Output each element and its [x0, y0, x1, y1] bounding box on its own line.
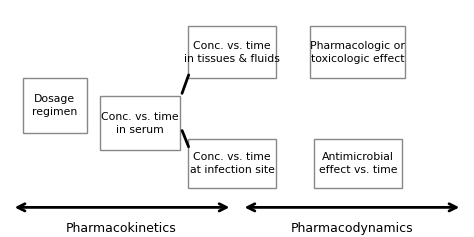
Text: Pharmacologic or
toxicologic effect: Pharmacologic or toxicologic effect	[310, 41, 405, 64]
FancyBboxPatch shape	[310, 26, 405, 78]
Text: Conc. vs. time
in serum: Conc. vs. time in serum	[101, 112, 179, 135]
FancyBboxPatch shape	[188, 26, 276, 78]
Text: Conc. vs. time
at infection site: Conc. vs. time at infection site	[190, 152, 275, 175]
Text: Antimicrobial
effect vs. time: Antimicrobial effect vs. time	[319, 152, 397, 175]
Text: Conc. vs. time
in tissues & fluids: Conc. vs. time in tissues & fluids	[184, 41, 280, 64]
Text: Pharmacodynamics: Pharmacodynamics	[291, 222, 413, 235]
Text: Dosage
regimen: Dosage regimen	[32, 94, 77, 117]
FancyBboxPatch shape	[314, 139, 401, 188]
Text: Pharmacokinetics: Pharmacokinetics	[65, 222, 176, 235]
FancyBboxPatch shape	[188, 139, 276, 188]
FancyBboxPatch shape	[100, 96, 180, 150]
FancyBboxPatch shape	[23, 78, 86, 133]
